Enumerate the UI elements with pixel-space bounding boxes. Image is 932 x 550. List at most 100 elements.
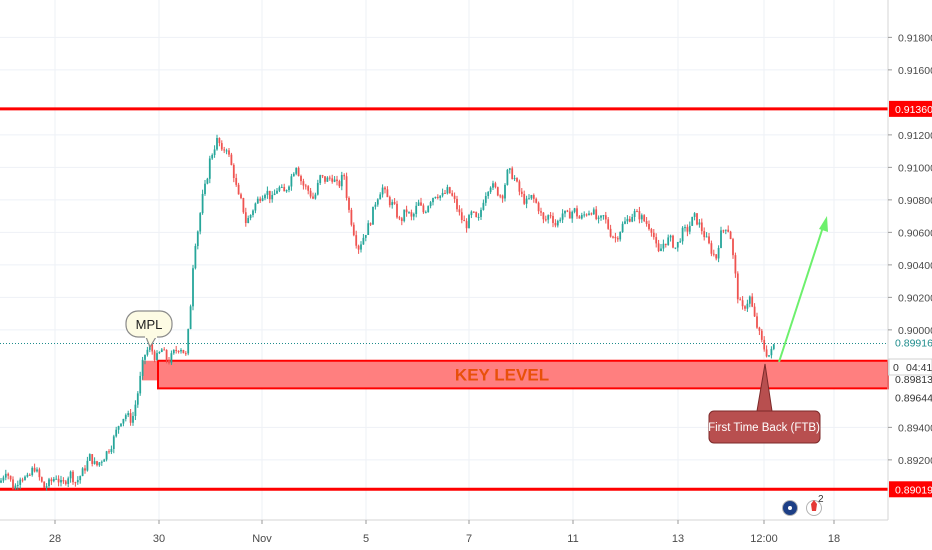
svg-text:0.89019: 0.89019: [895, 484, 932, 496]
candle-body: [499, 195, 502, 197]
candle-body: [439, 195, 442, 198]
candle-body: [223, 149, 226, 151]
candle-body: [424, 212, 427, 214]
candle-body: [36, 469, 38, 472]
mpl-callout[interactable]: MPL: [125, 310, 173, 349]
candle-body: [343, 175, 346, 177]
candle-body: [597, 217, 600, 219]
candle-body: [184, 353, 187, 355]
candle-body: [249, 214, 252, 219]
x-tick-label: 28: [49, 533, 61, 545]
candle-body: [703, 231, 706, 238]
candle-body: [38, 469, 41, 478]
candle-body: [235, 177, 238, 185]
candle-body: [559, 219, 562, 221]
candle-body: [112, 436, 115, 449]
candle-body: [564, 210, 566, 214]
candle-body: [372, 206, 374, 225]
level-price-tag: 0.91360: [889, 100, 932, 117]
candle-body: [672, 235, 674, 248]
candle-body: [352, 224, 355, 236]
candle-body: [336, 179, 338, 182]
candle-body: [640, 215, 643, 220]
candle-body: [554, 222, 557, 226]
candle-body: [103, 459, 106, 462]
candle-body: [475, 212, 478, 218]
candle-body: [657, 243, 660, 252]
candle-body: [108, 451, 110, 453]
candle-body: [141, 359, 144, 376]
candle-body: [609, 228, 612, 237]
candle-body: [408, 212, 410, 214]
x-tick-label: 12:00: [750, 533, 778, 545]
candle-body: [583, 214, 586, 216]
candle-body: [403, 209, 406, 221]
candle-body: [300, 176, 302, 182]
grid: [0, 0, 888, 520]
candle-body: [717, 247, 720, 259]
candle-body: [384, 187, 386, 190]
candle-body: [604, 215, 607, 220]
candle-body: [350, 209, 353, 225]
candle-body: [732, 239, 734, 256]
candle-body: [614, 236, 617, 239]
candle-body: [91, 454, 94, 464]
candle-body: [590, 213, 593, 215]
candle-body: [4, 473, 7, 478]
candle-body: [756, 316, 758, 328]
candle-body: [381, 187, 384, 195]
candle-body: [712, 253, 715, 255]
candle-body: [393, 202, 396, 204]
candle-body: [664, 243, 667, 245]
candle-body: [285, 190, 288, 192]
candle-body: [60, 480, 62, 483]
candle-body: [412, 213, 415, 217]
svg-text:0.89813: 0.89813: [895, 374, 932, 386]
candle-body: [266, 190, 269, 195]
candle-body: [160, 349, 163, 353]
candle-body: [338, 181, 341, 187]
candle-body: [45, 486, 48, 488]
candle-body: [252, 210, 254, 215]
candle-body: [720, 230, 722, 248]
svg-text:0: 0: [893, 362, 899, 374]
candle-body: [43, 481, 46, 488]
candle-body: [256, 198, 259, 204]
candle-body: [537, 202, 540, 212]
candle-body: [28, 474, 31, 476]
price-tags: 0.91360 0.89019 0.89813 0.89644 0.89916 0 04:4…: [888, 100, 932, 498]
current-price-tag: 0.89916: [889, 334, 932, 351]
candle-body: [134, 404, 137, 417]
candle-body: [312, 196, 314, 199]
candle-body: [271, 195, 274, 200]
candle-body: [280, 186, 283, 188]
candle-body: [194, 246, 197, 269]
candle-body: [734, 255, 737, 274]
ftb-callout[interactable]: First Time Back (FTB): [708, 363, 821, 444]
candle-body: [55, 478, 58, 480]
candle-body: [576, 208, 578, 217]
event-badges[interactable]: 2: [782, 494, 825, 516]
time-axis[interactable]: 28 30 Nov 5 7 11 13 12:00 18: [0, 519, 888, 545]
candle-body: [158, 352, 161, 354]
candle-body: [772, 344, 775, 349]
candle-body: [511, 168, 514, 180]
candle-body: [429, 202, 432, 207]
candle-body: [244, 212, 247, 224]
candle-body: [33, 467, 36, 472]
candle-body: [744, 306, 746, 309]
candle-body: [768, 355, 770, 357]
candle-body: [326, 177, 329, 182]
svg-text:0.91360: 0.91360: [895, 104, 932, 116]
candle-body: [525, 198, 528, 204]
candle-body: [261, 198, 264, 201]
candle-body: [662, 243, 665, 249]
candle-body: [417, 202, 420, 206]
countdown-tag: 0 04:41: [888, 358, 932, 376]
candle-body: [379, 194, 382, 200]
candle-body: [696, 213, 698, 225]
